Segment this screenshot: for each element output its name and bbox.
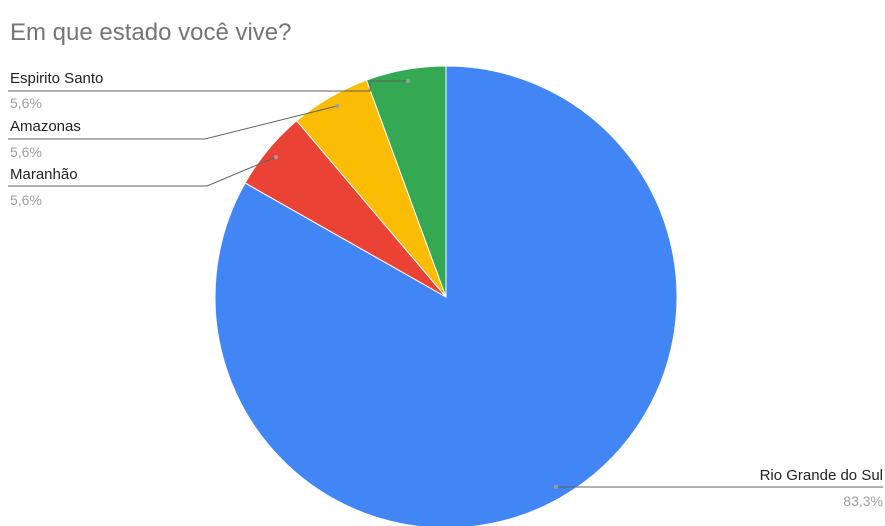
slice-percent-espirito-santo: 5,6% — [10, 95, 42, 111]
slice-labels: Rio Grande do Sul 83,3% Espirito Santo 5… — [8, 70, 883, 509]
slice-label-maranhao: Maranhão — [10, 166, 78, 183]
leader-dot-espirito-santo — [406, 79, 410, 83]
pie-slice-espirito-santo — [365, 65, 447, 298]
slice-percent-rio-grande-do-sul: 83,3% — [843, 493, 883, 509]
leader-dot-rio-grande-do-sul — [554, 485, 558, 489]
pie-slices — [214, 65, 678, 526]
slice-label-amazonas: Amazonas — [10, 118, 81, 135]
leader-line-espirito-santo — [8, 80, 408, 92]
leader-line-maranhao — [8, 156, 277, 187]
slice-label-rio-grande-do-sul: Rio Grande do Sul — [760, 467, 883, 484]
leader-line-amazonas — [8, 105, 338, 140]
chart-title: Em que estado você vive? — [10, 19, 292, 46]
slice-percent-amazonas: 5,6% — [10, 144, 42, 160]
leader-dot-amazonas — [335, 104, 339, 108]
slice-label-espirito-santo: Espirito Santo — [10, 70, 103, 87]
leader-dot-maranhao — [274, 155, 278, 159]
slice-percent-maranhao: 5,6% — [10, 192, 42, 208]
